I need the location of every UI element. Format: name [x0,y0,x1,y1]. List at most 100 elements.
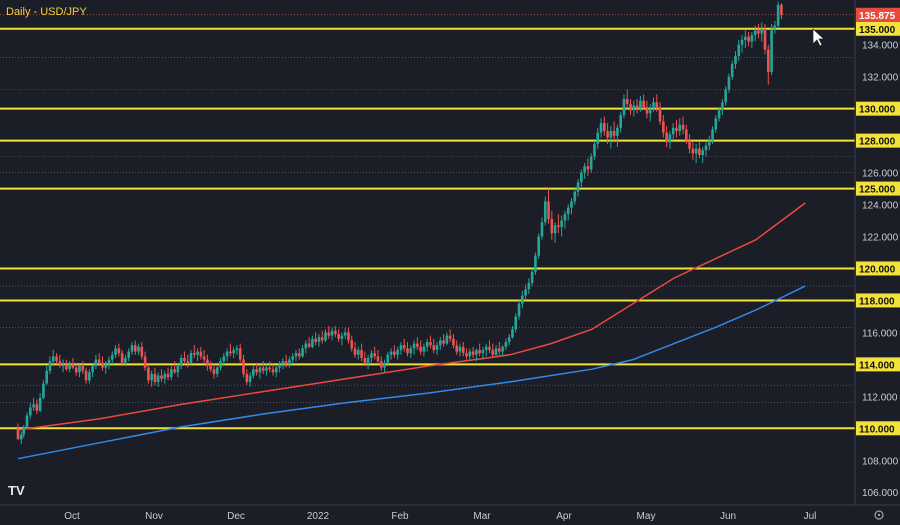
candle [120,349,124,366]
candle [589,153,593,173]
candle [668,131,672,149]
candle [639,95,642,112]
candle [94,354,98,370]
candle [238,343,242,363]
candle [416,337,419,350]
candle [563,210,567,229]
candle [665,126,668,148]
candle [671,123,675,141]
candle [22,425,26,438]
moving-average-1 [17,285,806,460]
candle [278,361,281,373]
candle [593,140,596,160]
x-tick-label: 2022 [307,511,330,522]
level-label-bg-3 [856,181,900,196]
candle [366,354,370,370]
y-tick-label: 112.000 [862,392,898,403]
level-label-bg-1 [856,101,900,116]
candle [179,354,183,370]
candle [396,346,399,360]
candle [557,214,560,234]
candle [320,330,324,344]
candle [652,97,655,112]
candle [65,359,68,371]
level-label-3: 125.000 [859,185,896,196]
candle [521,290,524,309]
level-label-7: 110.000 [859,424,895,435]
y-tick-label: 124.000 [862,201,899,212]
level-label-1: 130.000 [859,105,896,116]
candle [760,22,764,42]
level-label-6: 114.000 [859,360,895,371]
candle [324,329,327,342]
y-tick-label: 122.000 [862,233,899,244]
candle [425,338,429,352]
gear-icon[interactable] [874,510,884,520]
candle [196,348,199,362]
candle [71,357,75,370]
candle [51,349,55,366]
candle [576,178,580,197]
candle [340,332,344,346]
candle [68,361,71,373]
candle [376,349,380,365]
candle [229,343,232,357]
candle [383,359,386,373]
candle [406,341,409,357]
candle [42,380,45,400]
x-tick-label: Mar [473,511,491,522]
candle [419,340,422,355]
candle [707,135,711,151]
candle [45,365,48,386]
candle [517,300,521,320]
candle [225,348,229,362]
candle [281,357,285,370]
candle [74,362,78,376]
candle [389,348,393,360]
chart-title: Daily - USD/JPY [6,6,87,18]
candle [25,412,29,429]
level-label-4: 120.000 [859,264,896,275]
candle [291,353,294,365]
candle [583,163,586,179]
candle [570,198,573,215]
candle [514,313,518,333]
level-label-0: 135.000 [859,25,896,36]
x-tick-label: Feb [391,511,409,522]
x-tick-label: Dec [227,511,245,522]
candle [530,268,534,287]
last-price-bg [856,7,900,22]
candle [616,124,619,148]
candle [97,353,101,366]
candle [494,345,498,357]
candle [173,361,176,374]
candle [491,343,495,358]
y-tick-label: 134.000 [862,41,899,52]
cursor-icon [812,28,825,47]
candle [435,341,439,355]
candle [137,343,140,355]
candle [183,351,186,365]
candle [166,367,170,381]
candle [727,73,731,93]
candle [635,99,639,114]
candle [402,338,406,352]
candle [209,361,212,373]
candle [632,100,636,117]
candle [232,346,235,358]
candle [186,354,190,368]
candle [566,204,570,221]
level-label-bg-0 [856,21,900,36]
x-tick-label: Oct [64,511,80,522]
candle [19,431,23,445]
level-label-bg-4 [856,261,900,276]
candle [314,332,317,346]
candle [81,361,85,374]
level-label-bg-6 [856,357,900,372]
candle [222,353,226,366]
candle [189,349,193,365]
candle [507,334,511,346]
candle [645,100,649,119]
candle [248,372,252,387]
